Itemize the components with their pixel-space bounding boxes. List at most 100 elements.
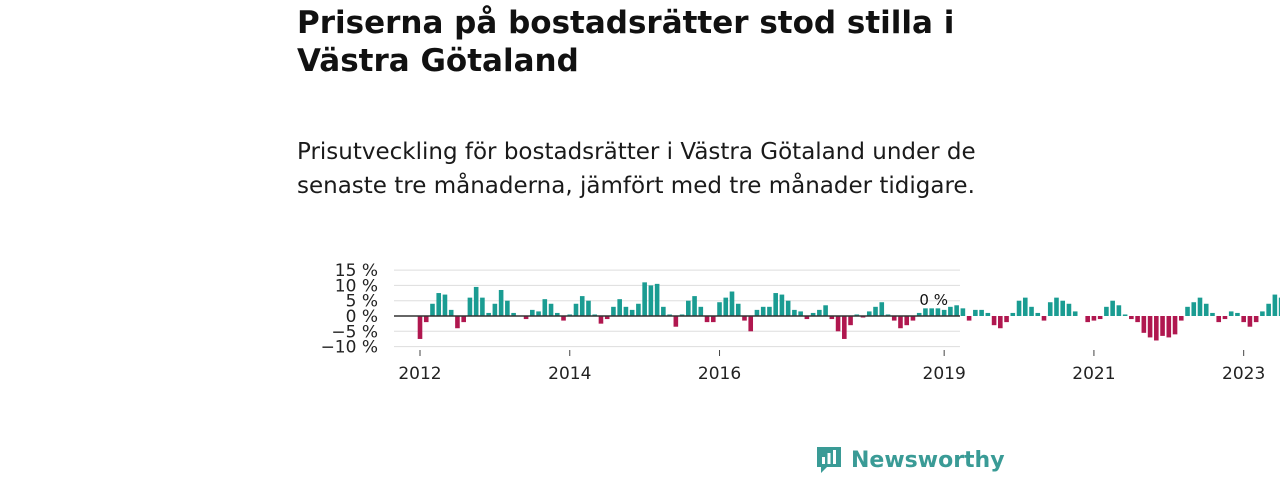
bar [654, 283, 660, 316]
bar [1029, 306, 1034, 316]
bar [417, 316, 423, 339]
bar [436, 293, 442, 316]
bar [748, 316, 754, 332]
y-tick-label: −10 % [321, 338, 378, 358]
y-tick-label: 5 % [346, 292, 378, 312]
bar [480, 297, 485, 316]
bar [1047, 302, 1053, 316]
bar [804, 316, 810, 320]
bar [1066, 303, 1072, 316]
bar [461, 316, 466, 323]
bar [1097, 316, 1103, 320]
bar [455, 316, 460, 329]
y-tick-label: 0 % [346, 307, 378, 327]
bar [792, 309, 797, 316]
bar [1004, 316, 1009, 323]
bar [835, 316, 841, 332]
bar [598, 316, 604, 324]
bar [692, 296, 697, 316]
bar [573, 303, 579, 316]
x-tick-label: 2021 [1072, 364, 1115, 384]
bar [960, 308, 966, 316]
bar [723, 297, 729, 316]
bar [448, 309, 454, 316]
bar [729, 291, 735, 316]
bar [742, 316, 747, 321]
bar [586, 300, 591, 316]
bar [823, 305, 828, 316]
bar [629, 309, 635, 316]
bar [473, 286, 479, 316]
bar [1228, 311, 1234, 316]
bar [1235, 312, 1240, 316]
bar [1085, 316, 1090, 323]
bar [604, 316, 610, 320]
bar [948, 306, 953, 316]
bar [941, 309, 947, 316]
bar [1253, 316, 1259, 323]
bar [492, 303, 498, 316]
bar [829, 316, 835, 320]
bar [1191, 302, 1197, 316]
x-tick-label: 2014 [548, 364, 591, 384]
bar [1022, 297, 1028, 316]
bar [929, 308, 934, 316]
bar [873, 306, 878, 316]
bar [910, 316, 916, 321]
bar [423, 316, 429, 323]
bar [486, 312, 491, 316]
gridlines [394, 269, 960, 348]
bar [1197, 297, 1203, 316]
bar [661, 306, 666, 316]
x-tick-label: 2016 [698, 364, 741, 384]
bar [1122, 314, 1128, 316]
bar [1178, 316, 1184, 321]
bar [1278, 297, 1280, 316]
bar [1035, 312, 1041, 316]
bar [842, 316, 847, 339]
bar [561, 316, 566, 321]
bar [916, 312, 922, 316]
bar [498, 289, 504, 316]
bar [717, 302, 722, 316]
bar [1266, 303, 1271, 316]
bar [530, 309, 535, 316]
y-tick-label: −5 % [331, 322, 378, 342]
y-tick-label: 10 % [335, 276, 378, 296]
bar [698, 306, 704, 316]
bar [1160, 316, 1165, 336]
latest-value-label: 0 % [919, 291, 948, 309]
bar [548, 303, 554, 316]
bar [1222, 316, 1228, 320]
bar [979, 309, 984, 316]
bar [1110, 300, 1115, 316]
bar [1147, 316, 1153, 338]
bar [1166, 316, 1172, 338]
bar [966, 316, 972, 321]
bar [935, 308, 941, 316]
bar [760, 306, 766, 316]
bar [1172, 316, 1178, 335]
bar [866, 311, 872, 316]
bar [686, 300, 691, 316]
bar [554, 312, 560, 316]
bar [617, 299, 622, 316]
bar [511, 312, 516, 316]
x-tick-label: 2019 [923, 364, 966, 384]
chart-title: Priserna på bostadsrätter stod stilla i … [297, 5, 955, 79]
bar [735, 303, 741, 316]
bars [417, 282, 1280, 341]
bar [642, 282, 647, 316]
bar [430, 303, 435, 316]
bar [785, 300, 791, 316]
bar [754, 309, 760, 316]
bar [704, 316, 710, 323]
bar [636, 303, 641, 316]
bar [1154, 316, 1159, 341]
bar [991, 316, 997, 326]
bar [1272, 294, 1278, 316]
bar [1247, 316, 1253, 327]
bar [1185, 306, 1190, 316]
y-tick-label: 15 % [335, 261, 378, 281]
bar [1135, 316, 1140, 323]
